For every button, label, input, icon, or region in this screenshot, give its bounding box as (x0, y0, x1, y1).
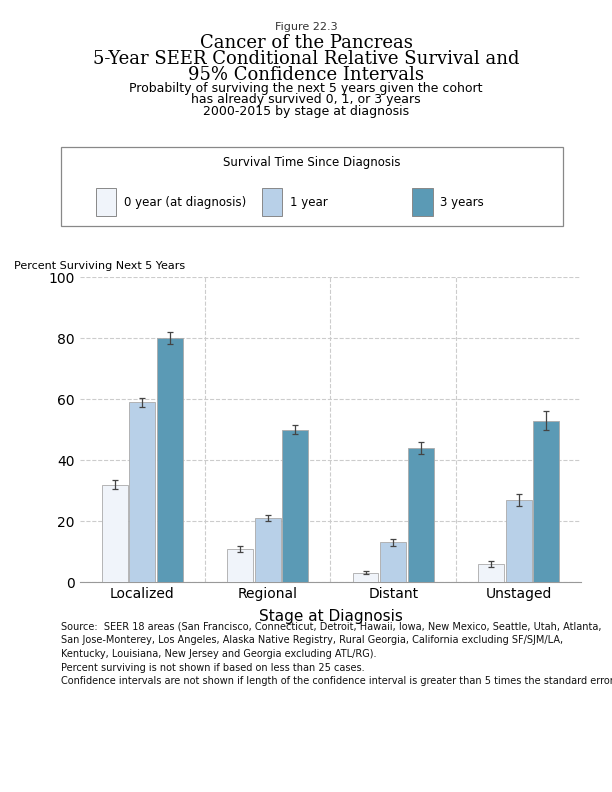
Text: Percent Surviving Next 5 Years: Percent Surviving Next 5 Years (14, 261, 185, 271)
Bar (478, 564, 504, 582)
Bar (412, 188, 433, 216)
Text: 5-Year SEER Conditional Relative Survival and: 5-Year SEER Conditional Relative Surviva… (93, 50, 519, 68)
Bar (283, 429, 308, 582)
Text: has already survived 0, 1, or 3 years: has already survived 0, 1, or 3 years (191, 93, 421, 106)
Bar (262, 188, 282, 216)
Bar (227, 549, 253, 582)
Bar (102, 485, 127, 582)
Text: Figure 22.3: Figure 22.3 (275, 22, 337, 32)
X-axis label: Stage at Diagnosis: Stage at Diagnosis (258, 609, 403, 624)
Bar (380, 543, 406, 582)
Text: Cancer of the Pancreas: Cancer of the Pancreas (200, 34, 412, 52)
Text: Source:  SEER 18 areas (San Francisco, Connecticut, Detroit, Hawaii, Iowa, New M: Source: SEER 18 areas (San Francisco, Co… (61, 622, 612, 686)
Text: 0 year (at diagnosis): 0 year (at diagnosis) (124, 196, 246, 209)
Bar (408, 448, 434, 582)
Text: Probabilty of surviving the next 5 years given the cohort: Probabilty of surviving the next 5 years… (129, 82, 483, 95)
Text: 2000-2015 by stage at diagnosis: 2000-2015 by stage at diagnosis (203, 105, 409, 117)
Text: 95% Confidence Intervals: 95% Confidence Intervals (188, 66, 424, 84)
Text: 1 year: 1 year (289, 196, 327, 209)
Text: Survival Time Since Diagnosis: Survival Time Since Diagnosis (223, 156, 401, 169)
Text: 3 years: 3 years (440, 196, 484, 209)
Bar (506, 500, 532, 582)
Bar (96, 188, 116, 216)
Bar (534, 421, 559, 582)
Bar (255, 518, 281, 582)
Bar (129, 402, 155, 582)
Bar (157, 338, 183, 582)
Bar (353, 573, 378, 582)
